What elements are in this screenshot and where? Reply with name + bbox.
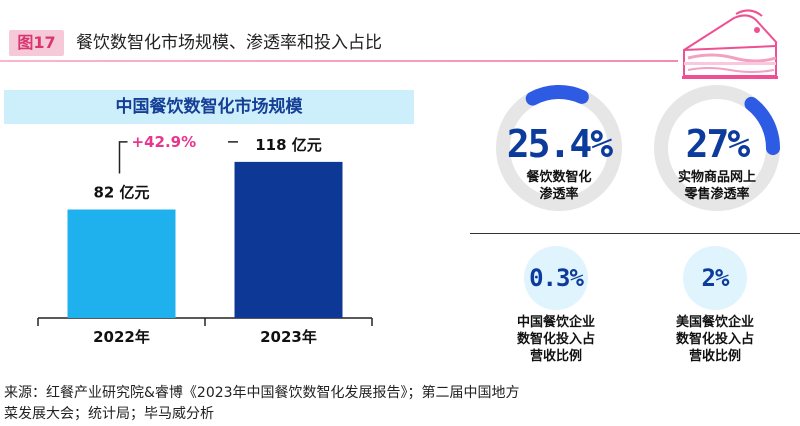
stat-value-1: 25.4% [506,122,613,166]
source-line-2: 菜发展大会；统计局；毕马威分析 [4,406,214,422]
bar-2022年 [67,209,176,318]
stats-graphics [496,84,780,310]
growth-label: +42.9% [132,133,197,151]
stat-value-2: 27% [685,122,751,166]
growth-connector [118,141,128,174]
stat-label-3: 中国餐饮企业 数智化投入占 营收比例 [516,315,595,364]
stat-bubble-3 [524,246,588,310]
ring-arc-1 [496,84,622,211]
source-line-1: 来源：红餐产业研究院&睿博《2023年中国餐饮数智化发展报告》；第二届中国地方 [4,385,520,401]
x-tick-label-2: 2023年 [260,328,317,346]
stats-divider [470,233,800,234]
figure-header: 图17 餐饮数智化市场规模、渗透率和投入占比 [0,0,800,62]
stat-value-3: 0.3% [529,264,584,292]
stat-label-1: 餐饮数智化 渗透率 [526,170,592,202]
header-rule [0,60,678,62]
data-label-2: 118 亿元 [255,136,322,154]
figure-title: 餐饮数智化市场规模、渗透率和投入占比 [76,33,382,53]
stat-label-4: 美国餐饮企业 数智化投入占 营收比例 [675,315,754,364]
cake-slice-icon [682,9,778,79]
stats-panel: 25.4% 餐饮数智化 渗透率 27% 实物商品网上 零售渗透率 0.3% 中国… [470,84,800,374]
stat-value-4: 2% [701,264,730,292]
chart-title: 中国餐饮数智化市场规模 [4,90,414,124]
stat-bubble-4 [683,246,747,310]
ring-arc-2 [654,85,780,211]
market-size-chart: 82 亿元 2022年 118 亿元 2023年 +42.9% [37,133,373,346]
data-label-1: 82 亿元 [93,184,149,202]
bar-2023年 [234,161,343,318]
source-note: 来源：红餐产业研究院&睿博《2023年中国餐饮数智化发展报告》；第二届中国地方 … [4,383,564,425]
figure-tag: 图17 [9,30,64,56]
x-tick-label-1: 2022年 [93,328,150,346]
stat-label-2: 实物商品网上 零售渗透率 [677,170,756,202]
